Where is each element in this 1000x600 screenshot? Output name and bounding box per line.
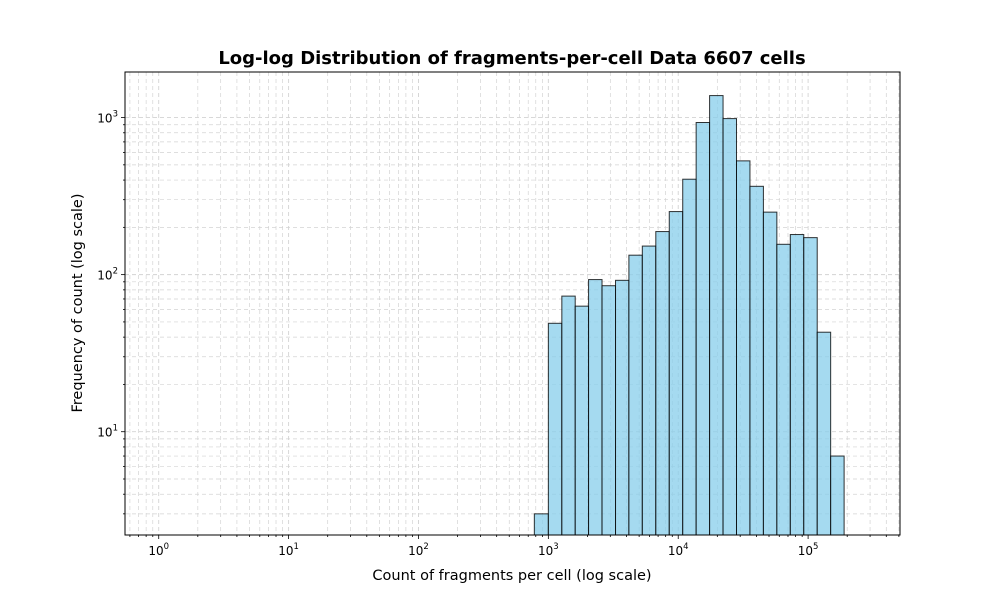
histogram-bar <box>641 245 657 536</box>
histogram-bar <box>749 185 764 536</box>
x-tick-label: 104 <box>668 542 689 558</box>
y-tick-label: 101 <box>97 424 118 440</box>
x-tick-base: 10 <box>538 544 553 558</box>
histogram-bar <box>803 237 818 536</box>
x-tick-exponent: 4 <box>683 542 688 552</box>
histogram-bar <box>789 234 805 536</box>
histogram-bar <box>722 118 738 536</box>
x-tick-label: 101 <box>278 542 299 558</box>
x-tick-base: 10 <box>278 544 293 558</box>
histogram-bar <box>547 322 563 536</box>
y-tick-exponent: 3 <box>113 110 118 120</box>
y-tick-exponent: 2 <box>113 267 118 277</box>
histogram-bar <box>668 211 684 536</box>
histogram-bars <box>533 95 845 536</box>
histogram-bar <box>561 295 576 536</box>
axis-ticks <box>121 117 900 539</box>
x-tick-label: 100 <box>148 542 169 558</box>
x-tick-base: 10 <box>798 544 813 558</box>
histogram-bar <box>695 122 711 536</box>
x-tick-exponent: 1 <box>294 542 299 552</box>
histogram-bar <box>776 243 791 536</box>
x-tick-base: 10 <box>408 544 423 558</box>
histogram-bar <box>601 285 617 536</box>
plot-frame <box>124 71 901 536</box>
histogram-bar <box>709 95 724 536</box>
y-axis-label: Frequency of count (log scale) <box>70 193 86 412</box>
histogram-bar <box>533 513 549 536</box>
y-tick-label: 102 <box>97 267 118 283</box>
histogram-bar <box>655 231 670 536</box>
x-tick-exponent: 3 <box>553 542 558 552</box>
x-tick-exponent: 2 <box>423 542 428 552</box>
y-tick-base: 10 <box>97 112 112 126</box>
x-tick-labels: 100 101 102 103 104 105 <box>148 542 818 558</box>
histogram-bar <box>736 160 751 536</box>
x-tick-exponent: 0 <box>164 542 169 552</box>
x-tick-exponent: 5 <box>813 542 818 552</box>
histogram-bar <box>762 211 778 536</box>
x-tick-base: 10 <box>668 544 683 558</box>
x-tick-base: 10 <box>148 544 163 558</box>
x-tick-label: 103 <box>538 542 559 558</box>
histogram-bar <box>615 279 630 536</box>
histogram-bar <box>816 331 832 536</box>
x-tick-label: 102 <box>408 542 429 558</box>
y-tick-base: 10 <box>97 269 112 283</box>
y-tick-base: 10 <box>97 426 112 440</box>
histogram-bar <box>628 254 643 536</box>
x-tick-label: 105 <box>798 542 819 558</box>
y-tick-label: 103 <box>97 110 118 126</box>
y-tick-exponent: 1 <box>113 424 118 434</box>
histogram-bar <box>588 279 603 536</box>
histogram-bar <box>682 178 697 536</box>
histogram-bar <box>830 455 845 536</box>
histogram-bar <box>574 305 590 536</box>
x-axis-label: Count of fragments per cell (log scale) <box>372 568 651 584</box>
chart-title: Log-log Distribution of fragments-per-ce… <box>218 48 805 69</box>
